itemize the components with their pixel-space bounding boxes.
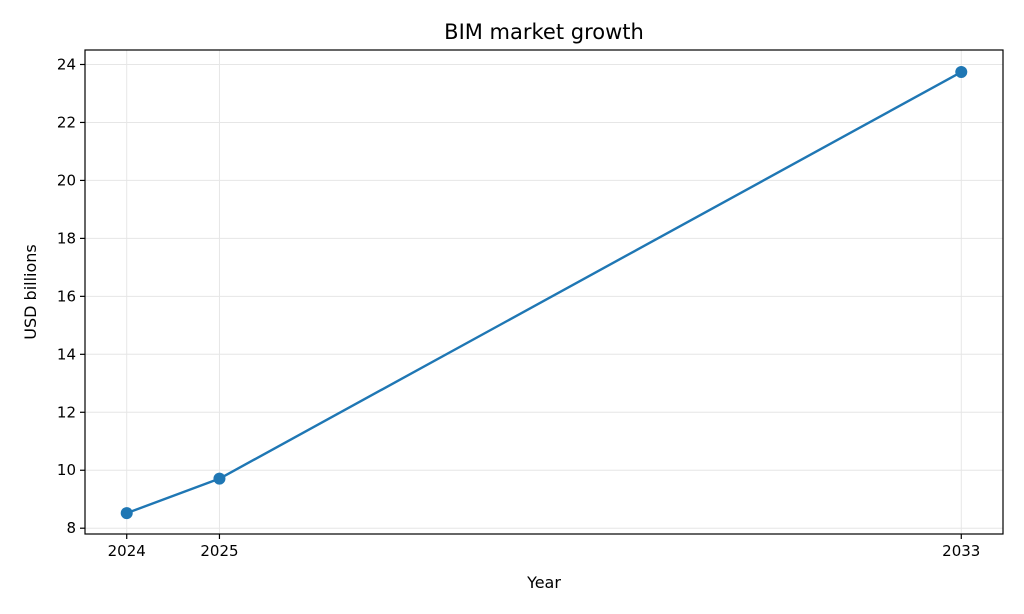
- data-point: [213, 472, 226, 485]
- plot-frame: [84, 49, 1004, 535]
- data-point: [120, 507, 133, 520]
- y-tick-label: 16: [57, 287, 76, 305]
- y-tick-label: 10: [57, 461, 76, 479]
- y-tick-label: 8: [66, 519, 76, 537]
- data-point: [955, 66, 968, 79]
- y-axis-label: USD billions: [21, 244, 40, 339]
- y-axis-ticks: 8 10 12 14 16 18 20 22 24: [57, 55, 85, 537]
- y-tick-label: 20: [57, 171, 76, 189]
- x-tick-label: 2024: [108, 542, 146, 560]
- x-axis-ticks: 2024 2025 2033: [108, 534, 980, 560]
- y-tick-label: 12: [57, 403, 76, 421]
- x-tick-label: 2025: [200, 542, 238, 560]
- y-tick-label: 24: [57, 55, 76, 73]
- grid-layer: [85, 50, 1003, 534]
- chart-title: BIM market growth: [444, 20, 644, 44]
- y-tick-label: 14: [57, 345, 76, 363]
- y-tick-label: 22: [57, 113, 76, 131]
- x-tick-label: 2033: [942, 542, 980, 560]
- series-layer: [120, 66, 968, 520]
- y-tick-label: 18: [57, 229, 76, 247]
- x-axis-label: Year: [526, 573, 561, 592]
